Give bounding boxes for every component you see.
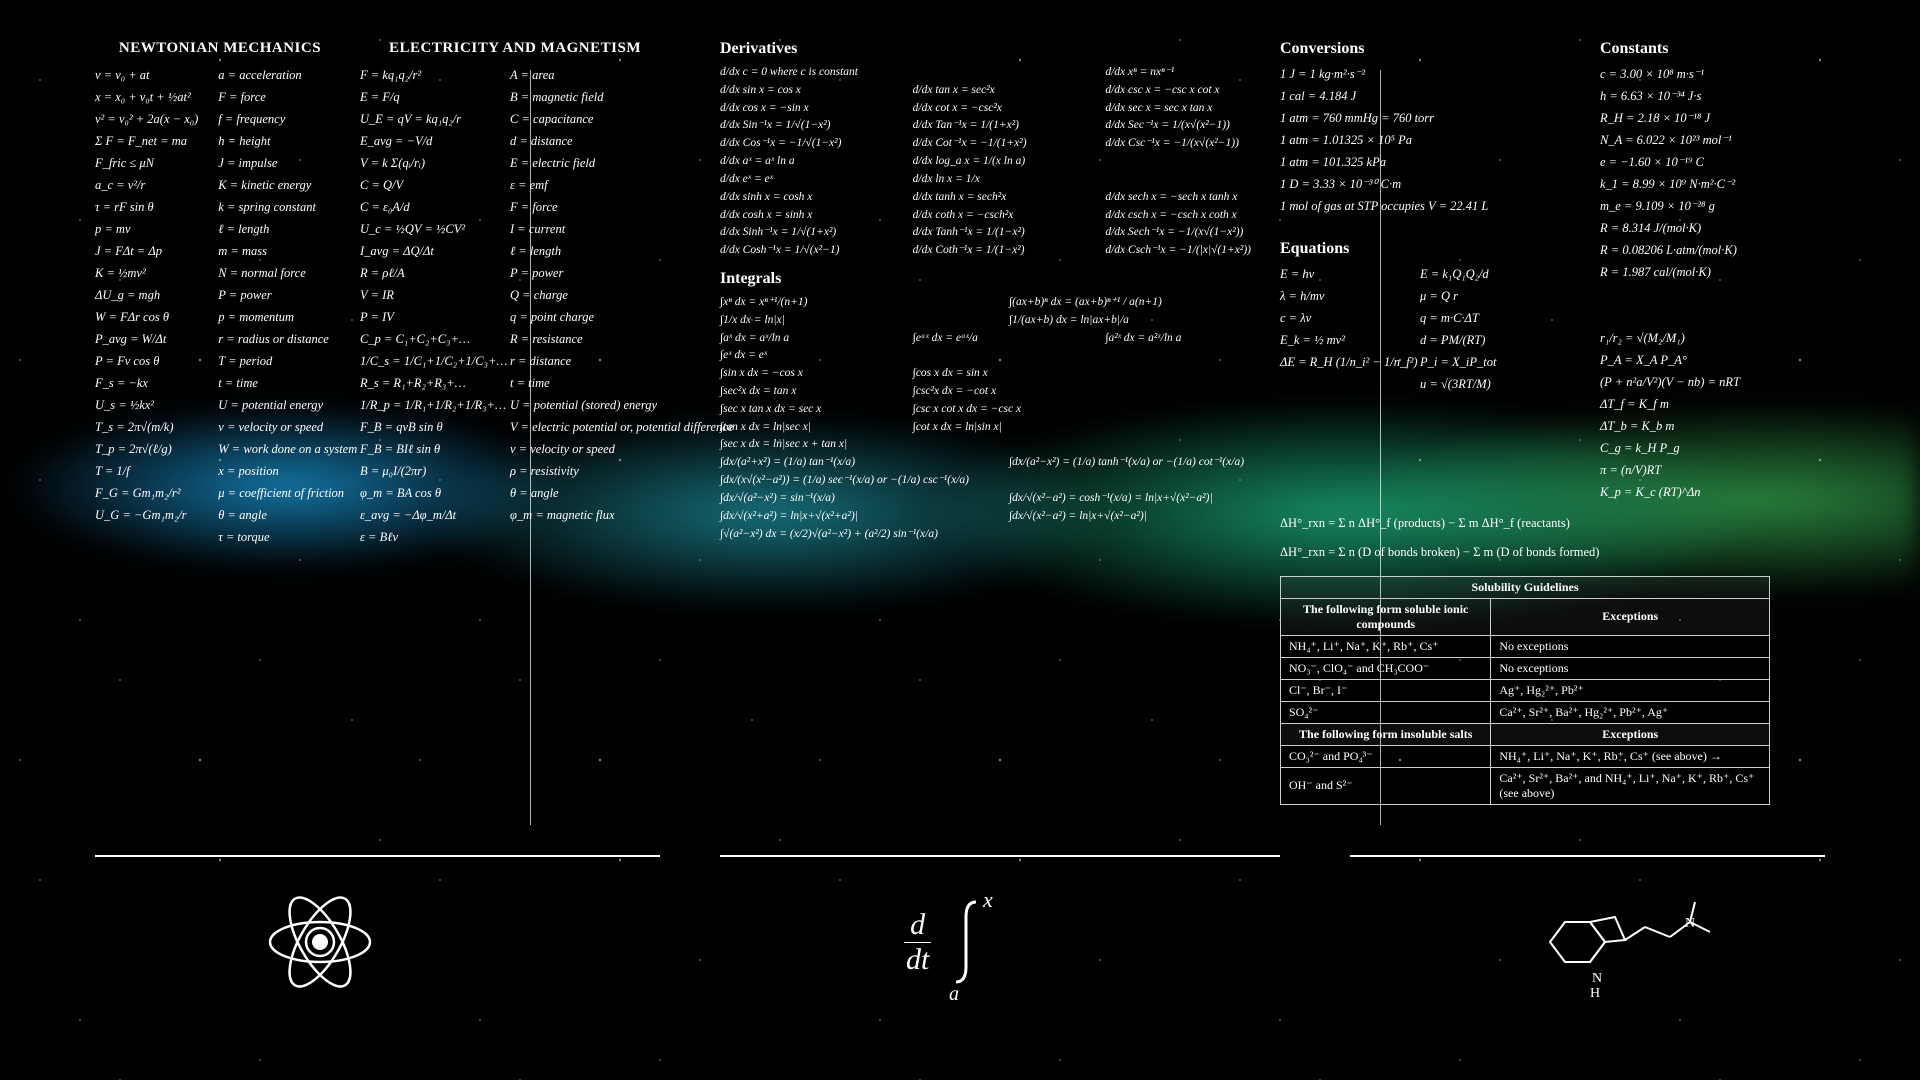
equations-col-2: E = k₁Q₁Q₂/dμ = Q rq = m·C·ΔTd = PM/(RT)… bbox=[1420, 264, 1540, 396]
rule-chemistry bbox=[1350, 855, 1825, 857]
conversions-heading: Conversions bbox=[1280, 40, 1540, 58]
svg-text:N: N bbox=[1685, 916, 1695, 931]
physics-panel: NEWTONIAN MECHANICS v = v₀ + atx = x₀ + … bbox=[95, 40, 660, 855]
newtonian-heading: NEWTONIAN MECHANICS bbox=[95, 40, 345, 57]
equations-col-1: E = hνλ = h/mvc = λνE_k = ½ mv²ΔE = R_H … bbox=[1280, 264, 1400, 396]
newtonian-formulas: v = v₀ + atx = x₀ + v₀t + ½at²v² = v₀² +… bbox=[95, 65, 198, 549]
insoluble-header: The following form insoluble salts bbox=[1281, 723, 1491, 745]
derivatives-heading: Derivatives bbox=[720, 40, 1280, 58]
divider-2 bbox=[1380, 70, 1381, 825]
integrals-heading: Integrals bbox=[720, 270, 1280, 288]
em-heading: ELECTRICITY AND MAGNETISM bbox=[360, 40, 670, 57]
equations-heading: Equations bbox=[1280, 240, 1540, 258]
svg-text:N: N bbox=[1592, 971, 1602, 986]
molecule-icon: N H N bbox=[1530, 892, 1730, 1007]
svg-text:a: a bbox=[949, 983, 959, 1002]
calculus-panel: Derivatives d/dx c = 0 where c is consta… bbox=[720, 40, 1280, 855]
svg-text:H: H bbox=[1590, 986, 1600, 1001]
equations-col-3: r₁/r₂ = √(M₂/M₁)P_A = X_A P_A°(P + n²a/V… bbox=[1600, 328, 1770, 502]
reference-panels: NEWTONIAN MECHANICS v = v₀ + atx = x₀ + … bbox=[95, 40, 1825, 855]
hess-law-2: ΔH°_rxn = Σ n (D of bonds broken) − Σ m … bbox=[1280, 543, 1825, 562]
rule-physics bbox=[95, 855, 660, 857]
constants-list: c = 3.00 × 10⁸ m·s⁻¹h = 6.63 × 10⁻³⁴ J·s… bbox=[1600, 64, 1820, 282]
exceptions-header: Exceptions bbox=[1491, 598, 1770, 635]
calculus-icon: ddt x a bbox=[900, 882, 1001, 1002]
solubility-title: Solubility Guidelines bbox=[1281, 576, 1770, 598]
solubility-table: Solubility Guidelines The following form… bbox=[1280, 576, 1770, 805]
footer-icons: ddt x a N H N bbox=[0, 882, 1920, 1022]
conversions-list: 1 J = 1 kg·m²·s⁻²1 cal = 4.184 J1 atm = … bbox=[1280, 64, 1500, 216]
integrals-grid: ∫xⁿ dx = xⁿ⁺¹/(n+1)∫(ax+b)ⁿ dx = (ax+b)ⁿ… bbox=[720, 294, 1280, 543]
derivatives-grid: d/dx c = 0 where c is constant d/dx xⁿ =… bbox=[720, 64, 1280, 260]
rule-calculus bbox=[720, 855, 1280, 857]
divider-1 bbox=[530, 70, 531, 825]
em-legend: A = areaB = magnetic fieldC = capacitanc… bbox=[510, 65, 670, 549]
em-formulas: F = kq₁q₂/r²E = F/qU_E = qV = kq₁q₂/rE_a… bbox=[360, 65, 490, 549]
constants-heading: Constants bbox=[1600, 40, 1820, 58]
hess-law-1: ΔH°_rxn = Σ n ΔH°_f (products) − Σ m ΔH°… bbox=[1280, 514, 1825, 533]
svg-text:x: x bbox=[982, 887, 993, 912]
chemistry-panel: Conversions 1 J = 1 kg·m²·s⁻²1 cal = 4.1… bbox=[1280, 40, 1825, 855]
exceptions-header-2: Exceptions bbox=[1491, 723, 1770, 745]
atom-icon bbox=[260, 882, 380, 1007]
soluble-header: The following form soluble ionic compoun… bbox=[1281, 598, 1491, 635]
newtonian-legend: a = accelerationF = forcef = frequencyh … bbox=[218, 65, 357, 549]
